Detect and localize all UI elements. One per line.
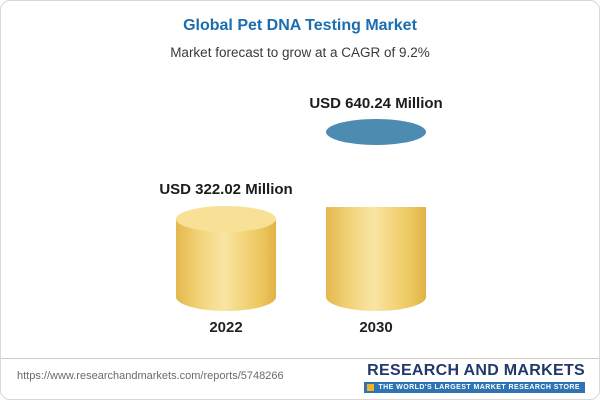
- logo-tagline-text: THE WORLD'S LARGEST MARKET RESEARCH STOR…: [378, 383, 580, 391]
- value-label-2030: USD 640.24 Million: [309, 95, 443, 112]
- bar-2030-cylinder: [326, 119, 426, 311]
- x-axis-label-2022: 2022: [209, 319, 243, 336]
- research-and-markets-logo: RESEARCH AND MARKETS THE WORLD'S LARGEST…: [364, 362, 585, 393]
- bar-2030-bottom-segment: [326, 207, 426, 311]
- bar-2022-cylinder: [176, 206, 276, 311]
- value-label-2022: USD 322.02 Million: [159, 181, 293, 198]
- logo-gold-square-icon: [367, 383, 375, 391]
- plot-area: USD 322.02 Million USD 640.24 Million 20…: [1, 1, 599, 359]
- report-url[interactable]: https://www.researchandmarkets.com/repor…: [17, 370, 284, 382]
- bar-2022-top-ellipse: [176, 206, 276, 232]
- chart-subtitle: Market forecast to grow at a CAGR of 9.2…: [170, 45, 430, 60]
- bar-2030-top-segment: [326, 132, 426, 224]
- bar-2022-body: [176, 219, 276, 311]
- footer-divider: [1, 358, 599, 359]
- x-axis-label-2030: 2030: [359, 319, 393, 336]
- logo-tagline-bar: THE WORLD'S LARGEST MARKET RESEARCH STOR…: [364, 381, 585, 393]
- logo-text: RESEARCH AND MARKETS: [367, 362, 585, 379]
- chart-title: Global Pet DNA Testing Market: [183, 17, 417, 34]
- bar-2030-top-ellipse: [326, 119, 426, 145]
